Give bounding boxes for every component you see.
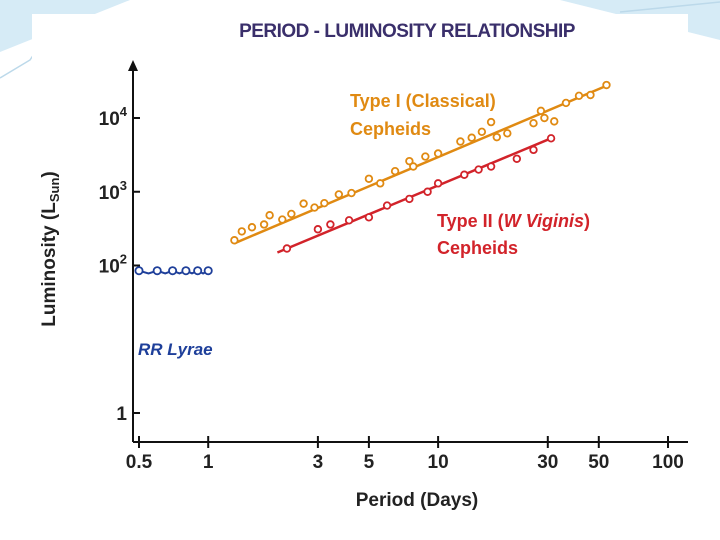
y-tick-label: 103 <box>99 178 127 204</box>
data-point <box>181 266 191 276</box>
data-point <box>364 213 374 222</box>
data-point <box>460 170 469 179</box>
series-line <box>233 83 609 245</box>
data-point <box>586 90 595 100</box>
data-point <box>203 266 213 276</box>
data-point <box>134 266 144 276</box>
data-point <box>456 137 465 146</box>
data-point <box>423 187 432 196</box>
series-2 <box>134 266 213 276</box>
data-point <box>168 266 178 276</box>
data-point <box>512 154 522 163</box>
data-point <box>344 216 354 225</box>
chart-title: PERIOD - LUMINOSITY RELATIONSHIP <box>239 21 576 42</box>
x-tick-label: 0.5 <box>126 452 153 473</box>
data-point <box>405 194 414 204</box>
data-point <box>282 244 292 253</box>
data-point <box>320 198 329 208</box>
y-tick-label: 104 <box>99 104 128 130</box>
x-tick-label: 10 <box>428 452 449 473</box>
data-point <box>310 203 319 212</box>
data-point <box>237 227 247 236</box>
data-point <box>313 225 323 234</box>
type1-label-line2: Cepheids <box>350 119 431 139</box>
data-point <box>193 266 203 276</box>
x-axis-title: Period (Days) <box>356 490 478 511</box>
data-point <box>529 119 538 128</box>
data-point <box>347 188 356 198</box>
period-luminosity-chart: PERIOD - LUMINOSITY RELATIONSHIP Luminos… <box>39 21 688 511</box>
data-point <box>477 127 487 136</box>
x-tick-label: 3 <box>313 452 324 473</box>
data-point <box>287 209 296 219</box>
data-point <box>486 162 496 171</box>
data-point <box>540 113 549 123</box>
data-point <box>390 166 400 176</box>
figure-panel: PERIOD - LUMINOSITY RELATIONSHIP Luminos… <box>32 14 688 514</box>
rr-lyrae-label: RR Lyrae <box>138 340 213 359</box>
data-point <box>382 201 392 210</box>
data-point <box>433 179 443 188</box>
data-point <box>529 145 538 155</box>
data-point <box>561 98 571 108</box>
x-tick-label: 5 <box>364 452 375 473</box>
svg-text:Luminosity (LSun): Luminosity (LSun) <box>39 171 62 326</box>
data-point <box>602 80 611 90</box>
data-point <box>376 179 385 188</box>
data-point <box>474 165 483 174</box>
data-point <box>247 223 257 232</box>
y-axis-title-text: Luminosity (L <box>39 202 60 327</box>
data-point <box>433 149 443 158</box>
ticks: 0.5 1 3 5 10 30 50 100 1 102 103 104 <box>99 104 684 473</box>
x-tick-label: 1 <box>203 452 214 473</box>
series-layer <box>134 80 611 276</box>
y-tick-label: 1 <box>116 404 127 425</box>
y-axis-title-close: ) <box>39 171 60 177</box>
type1-label-line1: Type I (Classical) <box>350 91 496 111</box>
data-point <box>326 220 335 229</box>
data-point <box>467 133 476 142</box>
axes <box>128 60 688 443</box>
data-point <box>405 156 414 166</box>
data-point <box>546 134 556 143</box>
data-point <box>265 211 274 220</box>
type2-label-line1: Type II (W Viginis) <box>437 211 590 231</box>
series-line <box>276 137 552 254</box>
series-1 <box>276 134 556 254</box>
data-point <box>409 162 418 171</box>
data-point <box>152 266 162 276</box>
y-tick-label: 102 <box>99 252 127 278</box>
type2-label-line2: Cepheids <box>437 238 518 258</box>
data-point <box>230 236 239 245</box>
data-point <box>492 132 501 142</box>
data-point <box>299 199 308 208</box>
x-tick-label: 30 <box>537 452 558 473</box>
data-point <box>259 220 269 229</box>
data-point <box>334 190 344 199</box>
x-tick-label: 50 <box>588 452 609 473</box>
data-point <box>536 106 546 116</box>
y-axis-title: Luminosity (LSun) <box>39 171 62 326</box>
data-point <box>550 117 559 126</box>
corner-decoration-right-line <box>619 1 720 13</box>
data-point <box>503 129 512 138</box>
data-point <box>574 91 584 100</box>
data-point <box>364 174 374 183</box>
data-point <box>278 215 287 224</box>
y-axis-title-subscript: Sun <box>47 178 62 203</box>
series-0 <box>230 80 611 245</box>
x-tick-label: 100 <box>652 452 684 473</box>
y-axis-arrow <box>128 60 138 71</box>
data-point <box>421 152 430 161</box>
data-point <box>486 117 496 127</box>
series-labels: Type I (Classical) Cepheids Type II (W Vig… <box>138 91 590 359</box>
